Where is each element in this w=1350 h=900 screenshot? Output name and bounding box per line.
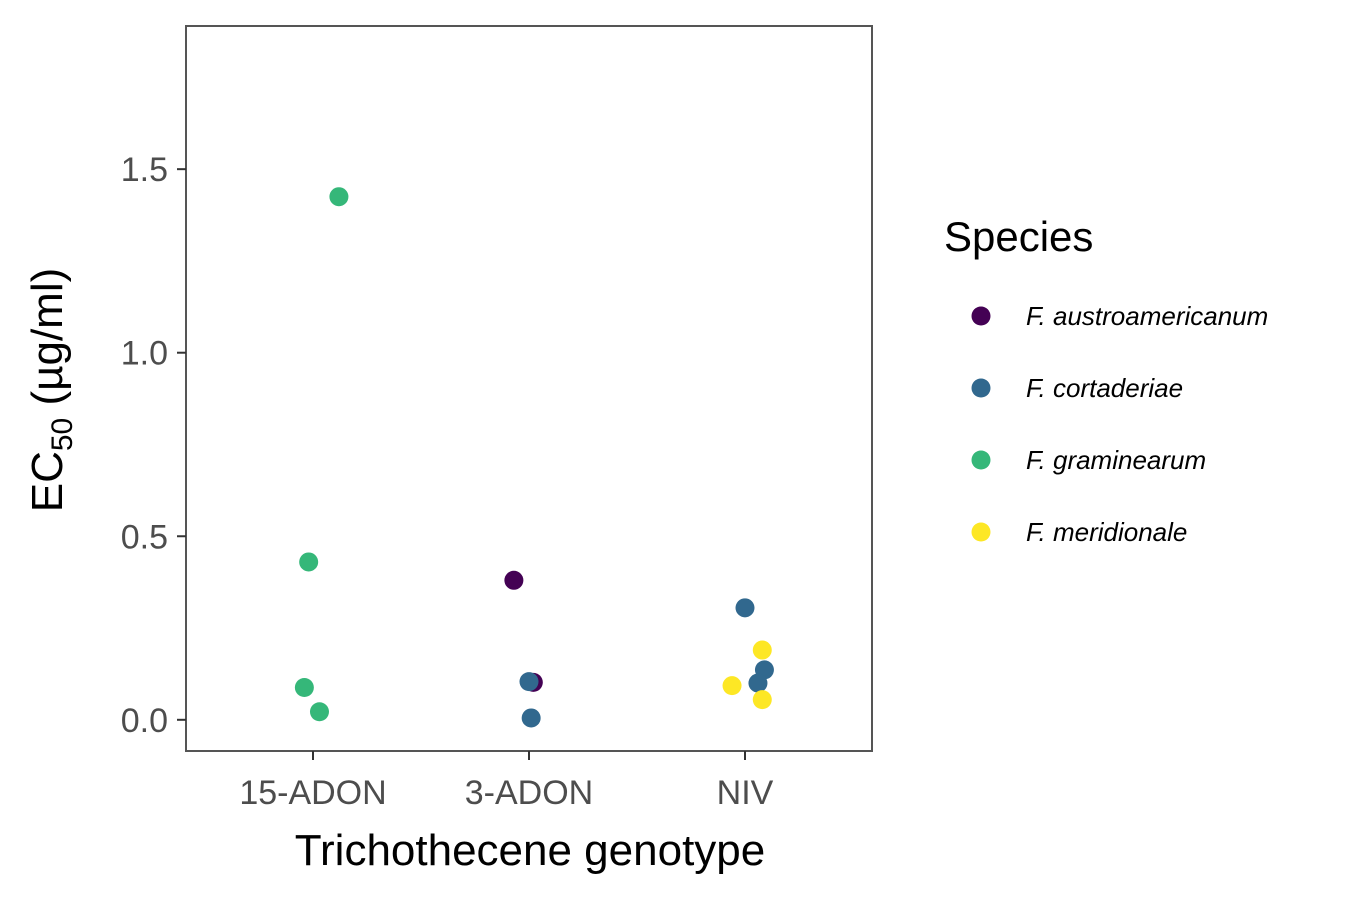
legend-key bbox=[971, 306, 991, 326]
legend: Species F. austroamericanum F. cortaderia… bbox=[944, 213, 1268, 547]
data-point bbox=[735, 598, 755, 618]
x-tick-label: NIV bbox=[717, 774, 774, 812]
data-point bbox=[752, 690, 772, 710]
y-tick-label: 1.0 bbox=[121, 335, 168, 373]
y-axis-title: EC50 (µg/ml) bbox=[23, 268, 79, 513]
legend-title: Species bbox=[944, 213, 1093, 260]
legend-key bbox=[971, 378, 991, 398]
data-point bbox=[521, 708, 541, 728]
data-point bbox=[504, 570, 524, 590]
data-point bbox=[722, 676, 742, 696]
x-tick-label: 3-ADON bbox=[465, 774, 593, 812]
legend-label: F. meridionale bbox=[1026, 517, 1187, 547]
legend-key bbox=[971, 522, 991, 542]
plot-panel bbox=[185, 25, 873, 752]
data-point bbox=[299, 552, 319, 572]
legend-key bbox=[971, 450, 991, 470]
x-axis-title: Trichothecene genotype bbox=[295, 826, 765, 875]
data-point bbox=[309, 702, 329, 722]
y-axis: 0.0 0.5 1.0 1.5 bbox=[121, 151, 186, 740]
y-tick-label: 1.5 bbox=[121, 151, 168, 189]
y-tick-label: 0.0 bbox=[121, 702, 168, 740]
data-point bbox=[752, 640, 772, 660]
x-tick-label: 15-ADON bbox=[239, 774, 386, 812]
data-point bbox=[329, 187, 349, 207]
x-axis: 15-ADON 3-ADON NIV bbox=[239, 751, 774, 812]
legend-entries: F. austroamericanum F. cortaderiae F. gram… bbox=[971, 301, 1268, 547]
data-point bbox=[519, 672, 539, 692]
data-points bbox=[294, 187, 774, 728]
data-point bbox=[294, 677, 314, 697]
y-tick-label: 0.5 bbox=[121, 518, 168, 556]
legend-label: F. austroamericanum bbox=[1026, 301, 1268, 331]
legend-label: F. cortaderiae bbox=[1026, 373, 1183, 403]
data-point bbox=[748, 673, 768, 693]
legend-label: F. graminearum bbox=[1026, 445, 1206, 475]
